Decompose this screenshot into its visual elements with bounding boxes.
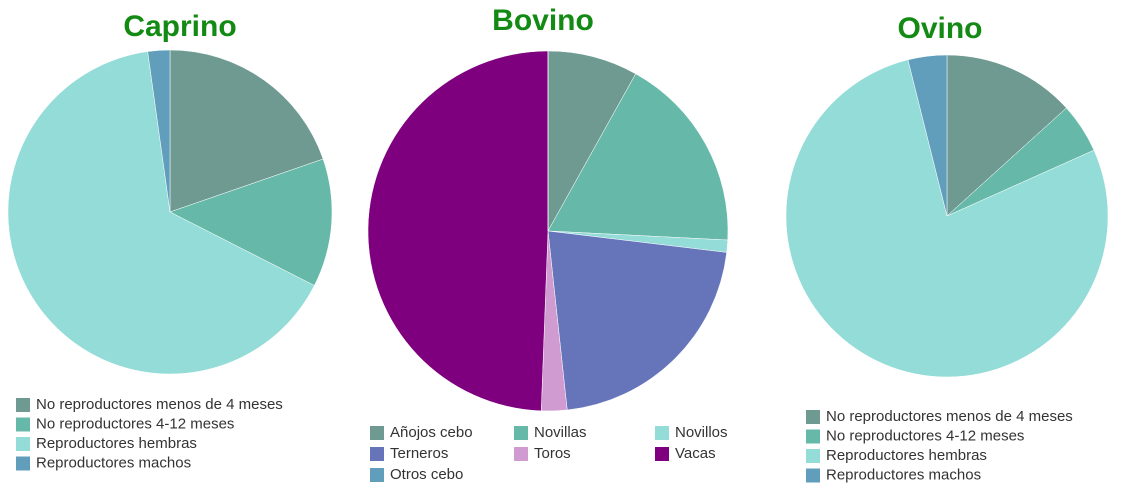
legend-swatch [16,417,30,432]
legend-swatch [806,468,820,483]
pie-slice [907,54,948,217]
legend-swatch [514,447,528,461]
legend-label: Reproductores machos [36,454,191,471]
pie-slice [147,49,171,213]
legend-label: Toros [534,445,571,462]
legend-label: Reproductores hembras [826,447,987,464]
legend-label: No reproductores 4-12 meses [826,427,1024,444]
pie-slice [785,59,1109,378]
pie-slice [547,73,729,241]
pie-slice [7,51,315,375]
pie-slice [169,49,324,213]
legend-swatch [370,426,384,440]
legend-label: Reproductores machos [826,466,981,483]
legend-label: Vacas [675,445,716,462]
legend-label: Terneros [390,445,448,462]
legend-label: Reproductores hembras [36,435,197,452]
legend-swatch [514,426,528,440]
legend-label: Otros cebo [390,466,463,483]
legend-swatch [370,447,384,461]
legend-label: No reproductores menos de 4 meses [36,396,283,413]
legend-swatch [16,456,30,471]
legend-label: Novillos [675,424,728,441]
legend-label: No reproductores 4-12 meses [36,415,234,432]
chart-title: Caprino [123,10,236,43]
chart-title: Ovino [897,12,982,45]
legend-swatch [655,426,669,440]
pie-slice [169,158,333,286]
legend-label: No reproductores menos de 4 meses [826,408,1073,425]
legend-swatch [16,398,30,412]
pie-slice [547,230,727,411]
legend-swatch [806,449,820,463]
chart-title: Bovino [492,4,594,37]
legend-swatch [806,429,820,444]
legend-swatch [16,437,30,451]
legend-swatch [655,447,669,461]
legend-swatch [370,468,384,482]
legend-label: Novillas [534,424,587,441]
pie-slice [946,54,1067,217]
pie-slice [367,50,549,412]
legend-swatch [806,410,820,424]
legend-label: Añojos cebo [390,424,473,441]
pie-slice [547,50,637,232]
